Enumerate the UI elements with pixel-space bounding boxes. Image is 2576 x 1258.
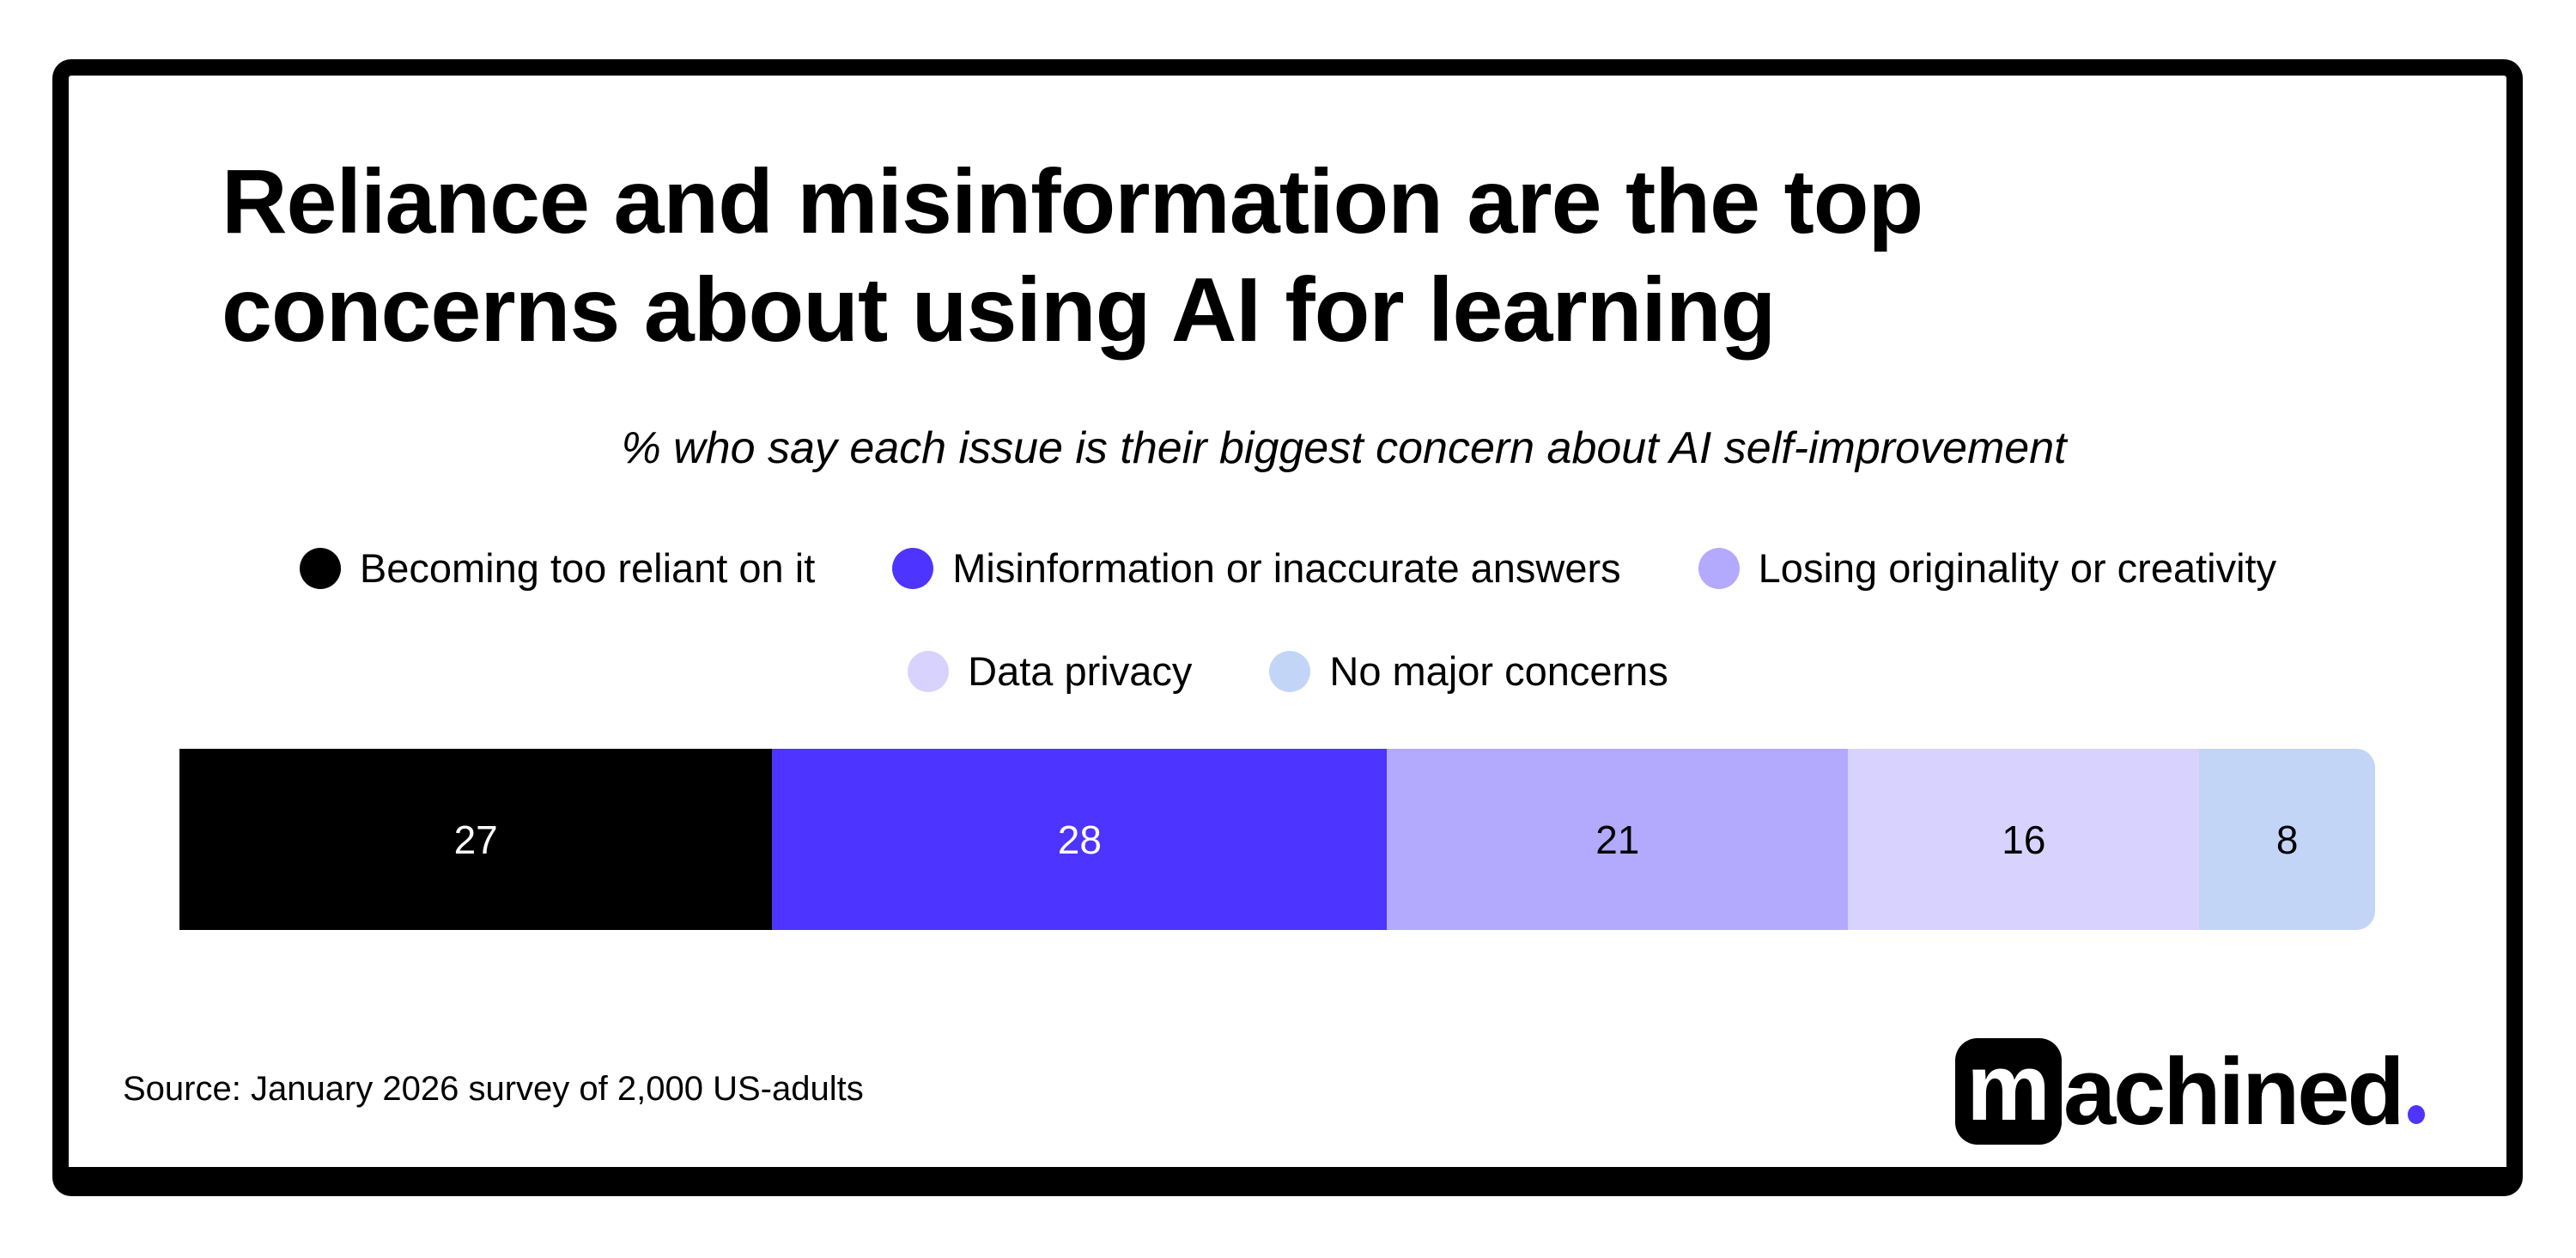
source-note: Source: January 2026 survey of 2,000 US-… — [123, 1070, 864, 1108]
data-label: 16 — [2002, 817, 2046, 862]
bar-segment: 27 — [179, 749, 773, 930]
legend-label: No major concerns — [1329, 648, 1668, 694]
stacked-bar: 27 28 21 16 8 — [179, 749, 2375, 930]
data-label: 21 — [1595, 817, 1640, 862]
bar-segment: 16 — [1848, 749, 2200, 930]
legend-label: Misinformation or inaccurate answers — [952, 545, 1621, 591]
bar-segment: 8 — [2199, 749, 2375, 930]
legend-item: No major concerns — [1269, 647, 1668, 695]
legend-item: Losing originality or creativity — [1698, 544, 2276, 592]
legend-swatch — [892, 547, 934, 589]
legend-item: Data privacy — [908, 647, 1192, 695]
data-label: 27 — [453, 817, 498, 862]
logo-dot — [2407, 1105, 2425, 1124]
legend-label: Becoming too reliant on it — [359, 545, 816, 591]
chart-subtitle: % who say each issue is their biggest co… — [621, 423, 2067, 473]
legend-swatch — [1269, 650, 1311, 692]
chart-title: Reliance and misinformation are the top … — [222, 148, 2196, 364]
legend-label: Losing originality or creativity — [1758, 545, 2277, 591]
data-label: 8 — [2275, 817, 2299, 862]
bar-segment: 21 — [1387, 749, 1849, 930]
chart-title-text: Reliance and misinformation are the top … — [222, 151, 1923, 361]
logo-m-box: m — [1955, 1038, 2062, 1145]
legend-swatch — [908, 650, 950, 692]
legend-item: Becoming too reliant on it — [299, 544, 816, 592]
legend-item: Misinformation or inaccurate answers — [892, 544, 1621, 592]
logo-text: achined — [2063, 1038, 2405, 1145]
machined-logo: m achined — [1955, 1038, 2425, 1145]
legend-row-1: Becoming too reliant on it Misinformation… — [0, 544, 2576, 592]
legend-row-2: Data privacy No major concerns — [0, 647, 2576, 695]
bar-segment: 28 — [772, 749, 1388, 930]
legend-swatch — [299, 547, 341, 589]
data-label: 28 — [1057, 817, 1102, 862]
chart-frame — [52, 59, 2523, 1196]
legend-swatch — [1698, 547, 1740, 589]
legend-label: Data privacy — [968, 648, 1193, 694]
